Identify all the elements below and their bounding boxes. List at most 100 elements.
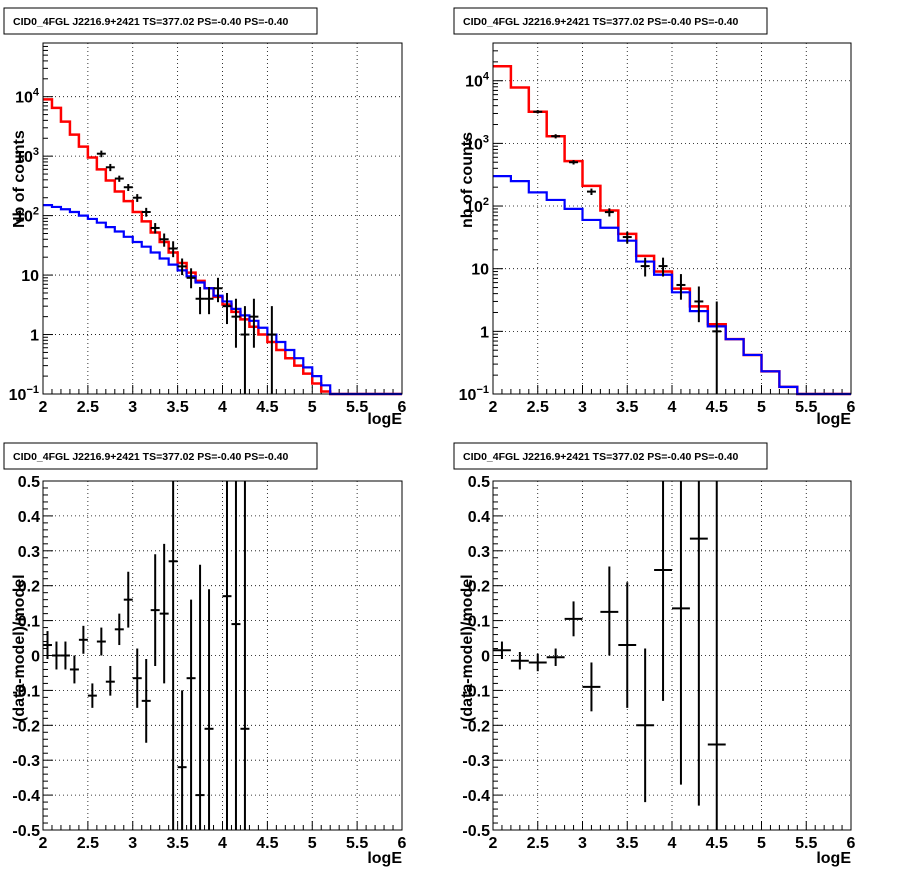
data-point xyxy=(528,653,547,672)
data-point xyxy=(123,184,133,191)
data-point xyxy=(177,258,187,276)
y-axis-label: Nb of counts xyxy=(11,130,28,228)
data-point xyxy=(43,631,52,659)
data-point xyxy=(105,665,115,696)
y-tick-label: -0.5 xyxy=(12,823,40,840)
y-axis-label: (data-model)/model xyxy=(11,574,28,722)
data-point xyxy=(654,481,672,701)
data-point xyxy=(712,301,722,394)
data-point xyxy=(60,641,70,670)
data-point xyxy=(493,641,511,659)
y-tick-label: 0.1 xyxy=(18,614,40,631)
data-point xyxy=(231,481,241,830)
x-tick-label: 4.5 xyxy=(706,835,728,852)
x-tick-label: 6 xyxy=(398,835,407,852)
data-point xyxy=(141,207,151,217)
y-tick-label: 10 xyxy=(21,268,39,285)
y-tick-label: 104 xyxy=(15,87,40,107)
x-axis-label: logE xyxy=(367,411,402,428)
x-tick-label: 4.5 xyxy=(256,835,278,852)
data-point xyxy=(186,268,196,289)
data-point xyxy=(195,287,205,315)
data-point xyxy=(707,481,726,830)
panel-top-left: 2 2.5 3 3.5 4 4.5 5 5.5 610−1110102103104logENb … xyxy=(3,7,407,428)
x-tick-label: 6 xyxy=(398,399,407,416)
data-point xyxy=(672,481,690,785)
data-point xyxy=(168,241,178,258)
y-tick-label: -0.1 xyxy=(462,683,490,700)
data-point xyxy=(510,652,529,670)
data-point xyxy=(132,648,142,708)
data-point xyxy=(204,589,214,830)
x-tick-label: 2 xyxy=(39,399,48,416)
data-point xyxy=(96,150,106,158)
data-point xyxy=(618,582,637,708)
x-tick-label: 2.5 xyxy=(77,399,99,416)
data-point xyxy=(676,274,686,300)
x-tick-label: 2 xyxy=(489,399,498,416)
data-point xyxy=(689,481,708,806)
x-tick-label: 3 xyxy=(578,835,587,852)
data-point xyxy=(600,566,619,656)
y-tick-label: 0.1 xyxy=(468,614,490,631)
x-tick-label: 4.5 xyxy=(706,399,728,416)
y-tick-label: -0.2 xyxy=(462,718,490,735)
x-tick-label: 6 xyxy=(847,835,856,852)
data-point xyxy=(69,655,79,684)
panel-bottom-right: 2 2.5 3 3.5 4 4.5 5 5.5 6 -0.5 -0.4 -0.3 -0.2 -0.1 0 0.… xyxy=(453,442,856,867)
x-tick-label: 3.5 xyxy=(616,399,638,416)
x-tick-label: 2 xyxy=(39,835,48,852)
data-point xyxy=(231,298,241,348)
y-tick-label: -0.1 xyxy=(12,683,40,700)
title-box xyxy=(3,7,318,35)
data-point xyxy=(114,175,124,182)
y-tick-label: 0.5 xyxy=(468,474,490,491)
data-point xyxy=(267,306,277,394)
y-tick-label: 1 xyxy=(480,324,489,341)
data-point xyxy=(213,277,223,303)
data-point xyxy=(222,481,232,830)
y-tick-label: -0.2 xyxy=(12,718,40,735)
x-tick-label: 2.5 xyxy=(527,399,549,416)
data-point xyxy=(551,134,561,139)
title-box xyxy=(3,442,318,470)
y-tick-label: -0.4 xyxy=(462,788,490,805)
data-point xyxy=(132,194,142,202)
y-tick-label: 104 xyxy=(465,71,490,91)
y-tick-label: 0 xyxy=(31,649,40,666)
data-point xyxy=(177,690,187,830)
data-point xyxy=(105,163,115,172)
title-box xyxy=(453,442,768,470)
x-tick-label: 2.5 xyxy=(527,835,549,852)
data-point xyxy=(240,306,250,394)
x-tick-label: 5.5 xyxy=(346,399,368,416)
data-point xyxy=(240,481,250,830)
y-tick-label: 1 xyxy=(30,328,39,345)
x-tick-label: 2.5 xyxy=(77,835,99,852)
data-point xyxy=(222,292,232,325)
data-point xyxy=(168,481,178,830)
x-tick-label: 5 xyxy=(308,399,317,416)
plot-frame xyxy=(492,42,852,395)
title-box xyxy=(453,7,768,35)
x-tick-label: 2 xyxy=(489,835,498,852)
data-point xyxy=(249,298,259,348)
x-tick-label: 3.5 xyxy=(167,835,189,852)
x-tick-label: 6 xyxy=(847,399,856,416)
data-point xyxy=(604,208,614,217)
data-point xyxy=(78,625,88,654)
y-axis-label: (data-model)/model xyxy=(459,574,476,722)
data-point xyxy=(658,257,668,277)
data-point xyxy=(586,188,596,196)
y-tick-label: 0.3 xyxy=(468,544,490,561)
data-point xyxy=(636,648,655,803)
y-tick-label: 0.2 xyxy=(18,579,40,596)
data-point xyxy=(51,641,61,670)
y-tick-label: -0.5 xyxy=(462,823,490,840)
chart-title: CID0_4FGL J2216.9+2421 TS=377.02 PS=-0.4… xyxy=(463,16,738,28)
panel-bottom-left: 2 2.5 3 3.5 4 4.5 5 5.5 6 -0.5 -0.4 -0.3 -0.2 -0.1 0 0.… xyxy=(3,442,407,867)
y-tick-label: 10−1 xyxy=(459,384,489,404)
y-tick-label: 10 xyxy=(471,262,489,279)
x-tick-label: 4 xyxy=(668,835,677,852)
